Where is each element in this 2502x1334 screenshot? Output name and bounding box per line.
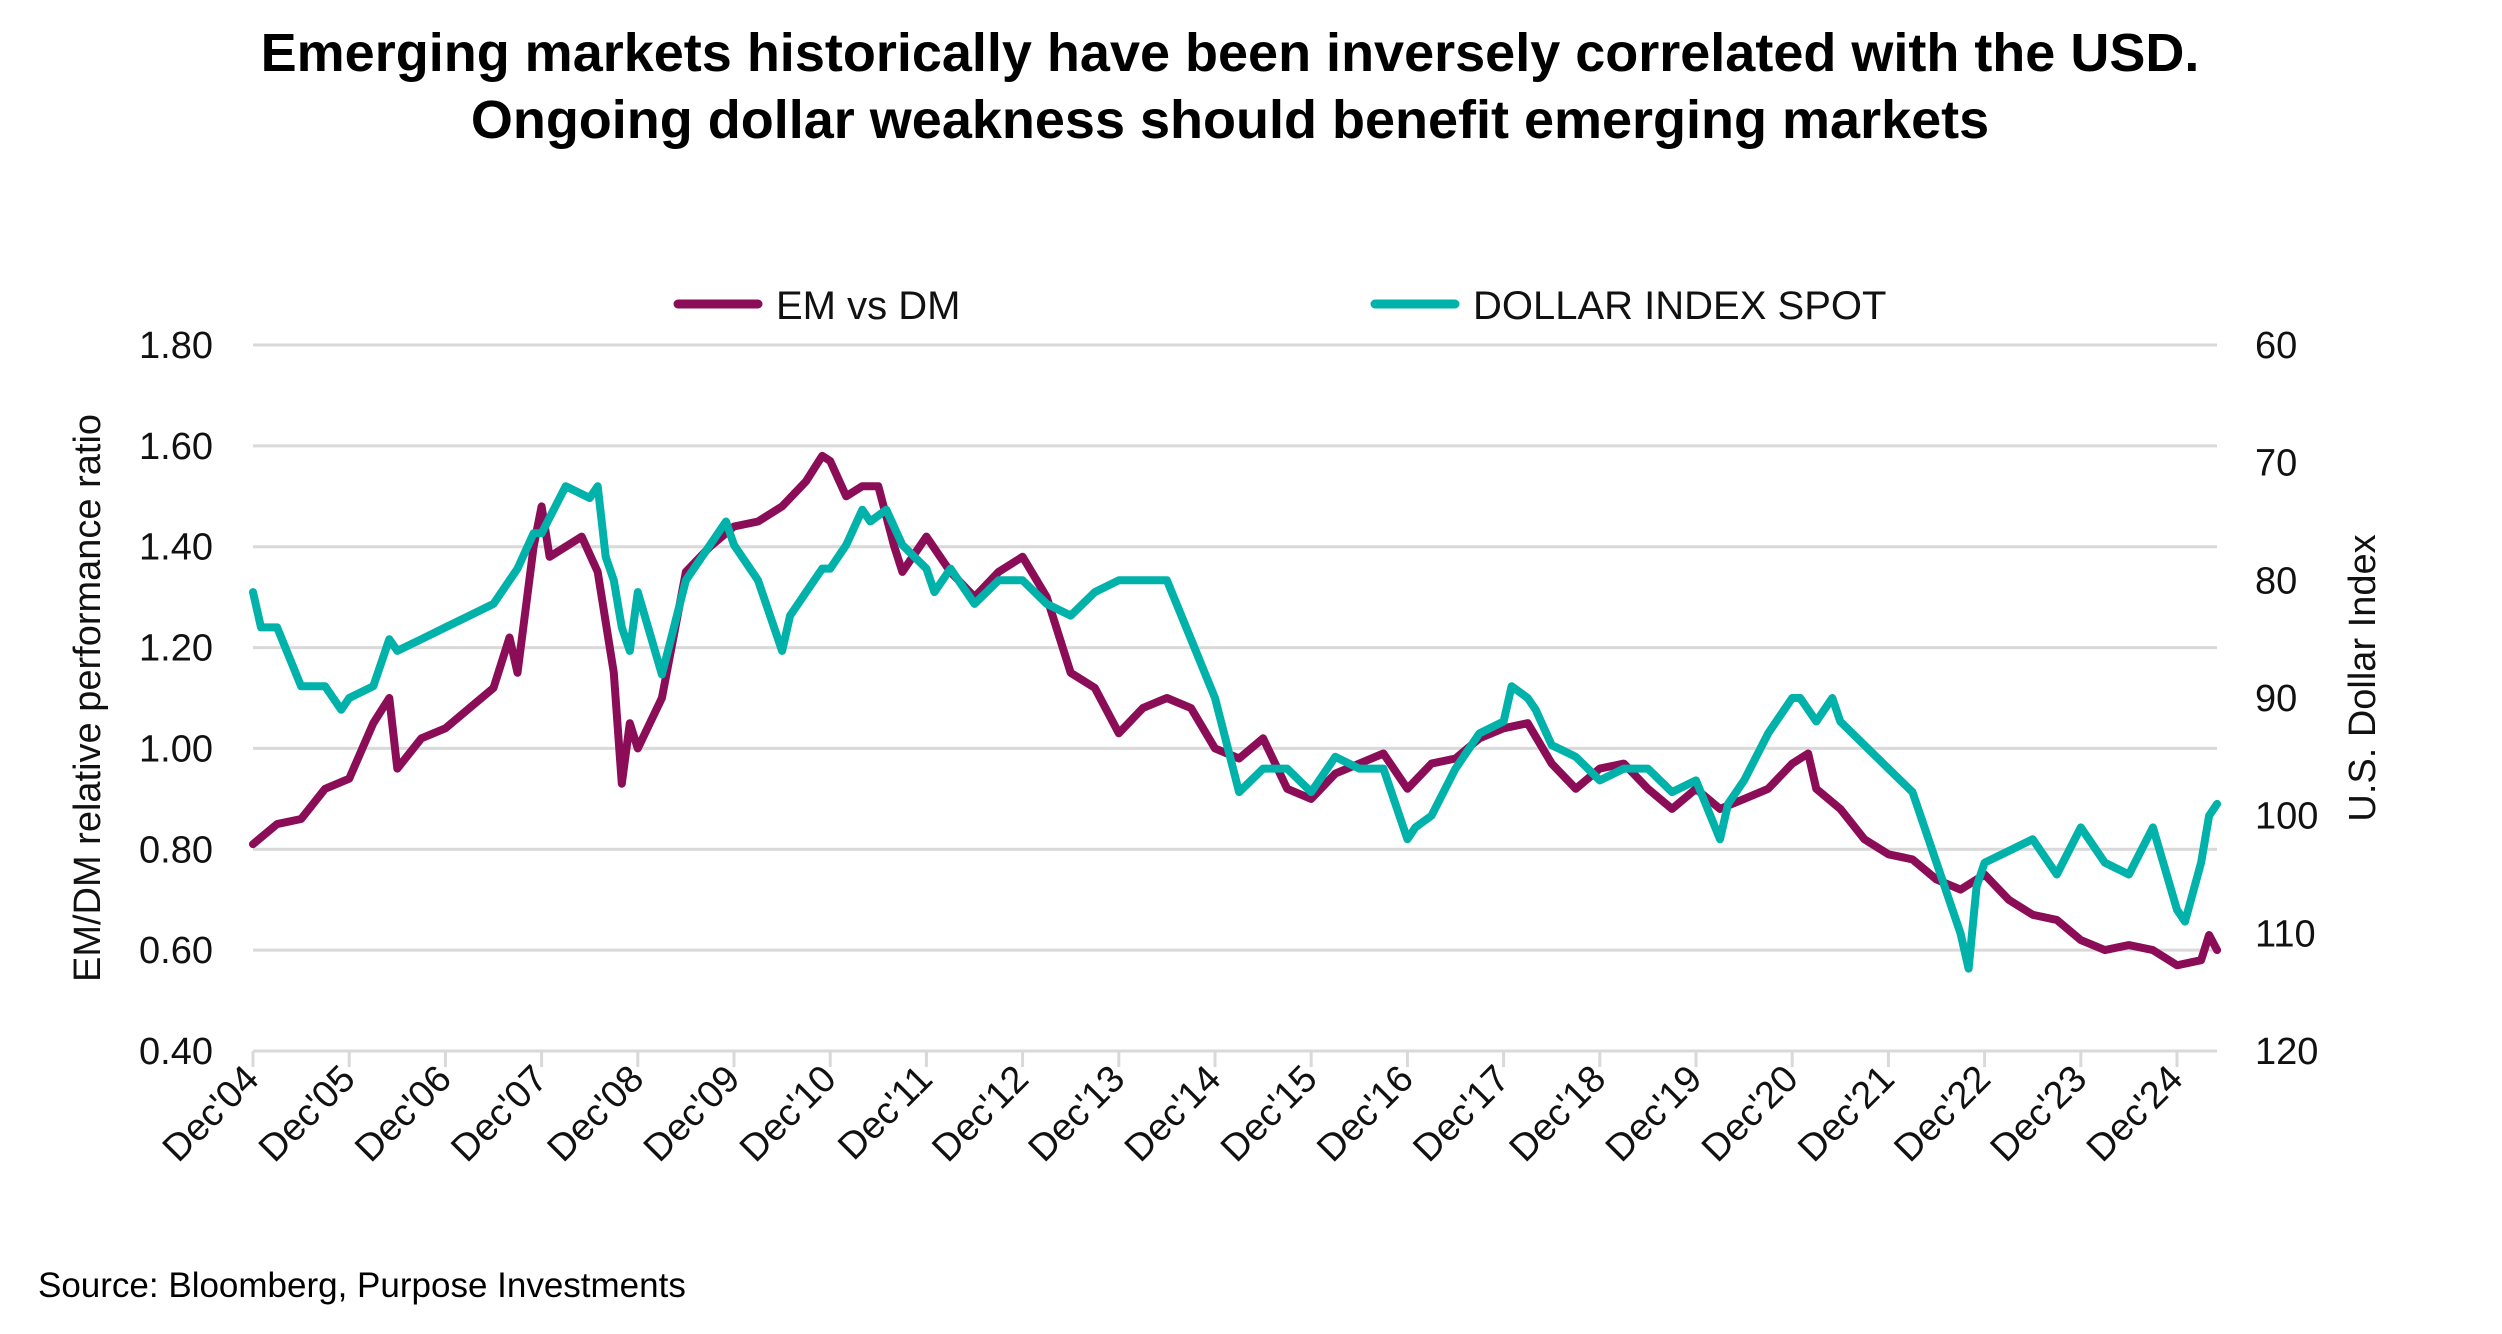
x-tick-label: Dec'14 (1117, 1058, 1230, 1171)
y2-tick-label: 90 (2255, 678, 2297, 720)
x-tick-label: Dec'04 (155, 1058, 268, 1171)
legend-label: DOLLAR INDEX SPOT (1473, 284, 1886, 328)
x-tick-label: Dec'20 (1694, 1058, 1807, 1171)
y2-tick-label: 100 (2255, 796, 2318, 838)
x-tick-label: Dec'09 (636, 1058, 749, 1171)
y2-tick-label: 70 (2255, 443, 2297, 485)
x-tick-label: Dec'17 (1405, 1058, 1518, 1171)
x-tick-label: Dec'16 (1309, 1058, 1422, 1171)
x-tick-label: Dec'07 (443, 1058, 556, 1171)
series-line-dollar-index (249, 482, 2222, 973)
y2-axis-label: U.S. Dollar Index (2342, 534, 2384, 821)
y-tick-label: 1.20 (139, 628, 213, 670)
y-tick-label: 1.80 (139, 325, 213, 367)
x-tick-label: Dec'12 (924, 1058, 1037, 1171)
x-tick-label: Dec'13 (1021, 1058, 1134, 1171)
series-line-em-vs-dm (249, 451, 2222, 970)
x-tick-label: Dec'10 (732, 1058, 845, 1171)
chart-title: Emerging markets historically have been … (260, 23, 2200, 150)
y2-tick-label: 120 (2255, 1031, 2318, 1073)
x-tick-label: Dec'22 (1886, 1058, 1999, 1171)
x-tick-label: Dec'11 (830, 1058, 941, 1169)
source-note: Source: Bloomberg, Purpose Investments (38, 1266, 686, 1305)
x-tick-label: Dec'18 (1502, 1058, 1615, 1171)
x-tick-label: Dec'19 (1598, 1058, 1711, 1171)
x-tick-label: Dec'24 (2079, 1058, 2192, 1171)
x-tick-label: Dec'15 (1213, 1058, 1326, 1171)
x-tick-label: Dec'21 (1790, 1058, 1903, 1171)
y-tick-label: 0.60 (139, 930, 213, 972)
y2-tick-label: 80 (2255, 560, 2297, 602)
y-tick-label: 0.80 (139, 829, 213, 871)
legend-label: EM vs DM (776, 284, 960, 328)
y2-tick-label: 110 (2255, 913, 2316, 955)
y-tick-label: 1.40 (139, 527, 213, 569)
y-tick-label: 1.60 (139, 426, 213, 468)
y2-tick-label: 60 (2255, 325, 2297, 367)
y-axis-label: EM/DM relative performance ratio (67, 414, 109, 982)
x-tick-label: Dec'08 (540, 1058, 653, 1171)
y-tick-label: 0.40 (139, 1031, 213, 1073)
y-tick-label: 1.00 (139, 728, 213, 770)
x-tick-label: Dec'23 (1983, 1058, 2096, 1171)
x-tick-label: Dec'06 (347, 1058, 460, 1171)
x-tick-label: Dec'05 (251, 1058, 364, 1171)
